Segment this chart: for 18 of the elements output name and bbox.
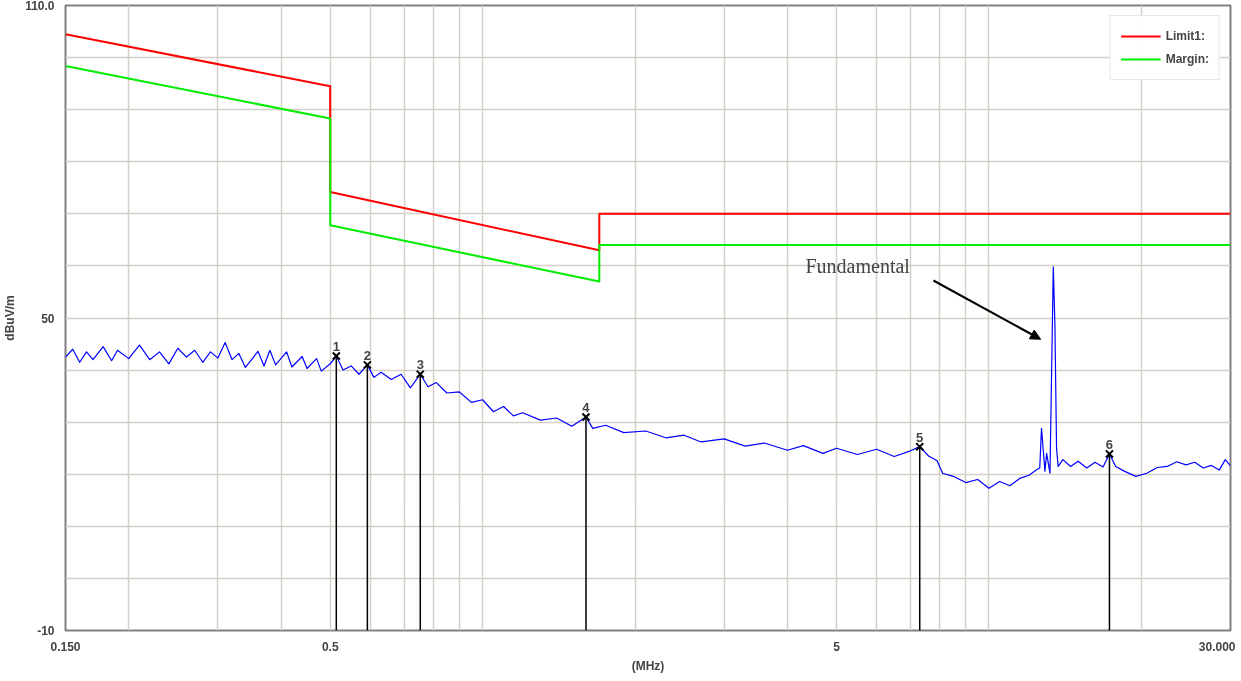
legend-label: Margin: bbox=[1165, 52, 1209, 66]
annotation: 4 bbox=[582, 399, 591, 415]
x-axis-title: (MHz) bbox=[631, 658, 665, 673]
annotation: 6 bbox=[1105, 436, 1114, 452]
annotation: Fundamental bbox=[805, 255, 911, 278]
x-tick-label: 0.5 bbox=[321, 639, 339, 654]
legend-label: Limit1: bbox=[1165, 29, 1205, 43]
y-axis-title: dBuV/m bbox=[3, 295, 18, 341]
y-tick-label: -10 bbox=[37, 624, 55, 638]
annotation: 5 bbox=[916, 429, 924, 445]
annotation: 3 bbox=[416, 357, 424, 373]
annotation: 2 bbox=[363, 347, 371, 363]
x-tick-label: 30.000 bbox=[1198, 639, 1236, 654]
x-tick-label: 0.150 bbox=[50, 639, 81, 654]
annotation: 1 bbox=[332, 339, 340, 355]
y-tick-label: 50 bbox=[41, 311, 55, 326]
x-tick-label: 5 bbox=[833, 639, 841, 654]
y-tick-label: 110.0 bbox=[25, 0, 55, 13]
